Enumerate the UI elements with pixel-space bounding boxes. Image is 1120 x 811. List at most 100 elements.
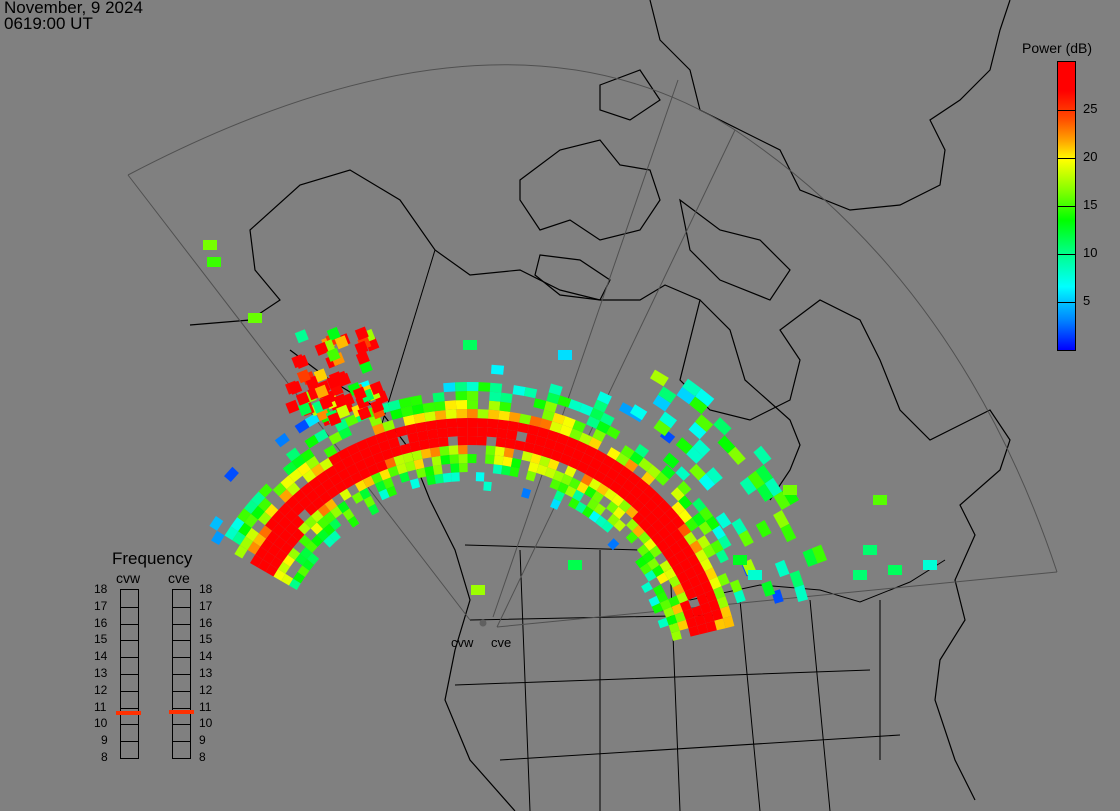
echo-cell [334, 418, 349, 432]
frequency-scale-cve [172, 589, 191, 759]
echo-cell [601, 475, 615, 489]
echo-cell [512, 385, 526, 396]
frequency-label-left: 15 [94, 632, 108, 647]
echo-cell [224, 466, 239, 482]
echo-cell [671, 630, 682, 641]
frequency-grid-line [121, 724, 138, 726]
echo-cell [342, 476, 355, 489]
echo-cell [704, 567, 718, 581]
echo-cell [494, 446, 505, 457]
echo-cell [537, 427, 550, 439]
echo-cell [411, 450, 423, 461]
echo-cell [278, 516, 292, 530]
echo-cell [372, 451, 385, 464]
echo-cell [713, 586, 726, 600]
echo-cell [689, 396, 708, 415]
echo-cell [557, 395, 572, 408]
echo-cell [413, 412, 426, 424]
echo-cell [266, 530, 280, 544]
echo-cell [395, 425, 408, 438]
echo-cell [703, 611, 715, 624]
echo-cell [285, 522, 298, 536]
echo-cell [627, 472, 642, 486]
echo-cell [620, 445, 635, 459]
echo-cell [399, 471, 410, 483]
echo-cell [363, 495, 376, 508]
echo-cell [255, 546, 268, 560]
echo-cell [713, 417, 732, 436]
echo-cell [541, 409, 555, 422]
echo-cell [695, 388, 715, 407]
echo-cell [300, 547, 313, 559]
echo-cell [329, 530, 341, 543]
echo-cell [467, 436, 478, 446]
echo-cell [359, 487, 371, 500]
echo-cell [638, 505, 652, 519]
echo-cell [729, 579, 743, 593]
echo-cell [663, 534, 677, 548]
colorbar-tick-label: 20 [1083, 149, 1098, 164]
frequency-grid-line [173, 606, 190, 608]
echo-cell [424, 411, 436, 422]
echo-cell [369, 381, 384, 396]
echo-cell [606, 426, 621, 440]
echo-cell [635, 478, 650, 493]
echo-cell [684, 588, 697, 601]
echo-cell [305, 540, 318, 553]
echo-cell [297, 402, 312, 417]
echo-cell [334, 335, 349, 350]
echo-cell [534, 435, 547, 448]
echo-cell [328, 452, 342, 466]
echo-cell [637, 544, 650, 557]
power-colorbar [1057, 61, 1076, 351]
echo-cell [450, 463, 460, 473]
echo-cell [489, 391, 502, 402]
echo-cell [650, 369, 669, 387]
echo-cell [717, 435, 736, 454]
echo-cell [585, 465, 598, 479]
echo-cell [709, 576, 722, 590]
echo-cell [359, 447, 373, 460]
echo-cell [656, 539, 670, 553]
echo-cell [370, 399, 385, 414]
echo-cell [619, 466, 633, 480]
echo-cell [381, 448, 394, 461]
echo-cell [644, 498, 658, 513]
echo-cell [339, 488, 352, 501]
echo-cell [387, 437, 400, 449]
echo-cell [550, 498, 561, 510]
echo-cell [658, 386, 677, 404]
echo-cell [659, 560, 672, 573]
echo-cell [384, 457, 397, 469]
echo-cell [639, 563, 652, 575]
echo-cell [676, 591, 689, 604]
echo-cell [638, 457, 653, 472]
echo-cell [424, 466, 435, 477]
echo-cell [365, 435, 379, 448]
echo-cell [652, 394, 671, 412]
echo-cell [328, 431, 343, 445]
echo-cell [523, 442, 535, 454]
echo-cell [489, 382, 503, 393]
echo-cell [691, 605, 703, 618]
echo-cell [607, 538, 620, 551]
echo-cell [354, 459, 368, 472]
echo-cell [267, 543, 281, 557]
echo-cell [684, 517, 699, 532]
echo-cell [685, 617, 698, 629]
echo-cell [604, 488, 617, 501]
echo-cell [774, 559, 790, 578]
echo-cell [455, 382, 467, 392]
fov-cvw-right [492, 79, 679, 618]
echo-cell [476, 436, 487, 446]
echo-cell [546, 429, 560, 442]
echo-cell [497, 419, 509, 430]
echo-cell [651, 519, 665, 533]
echo-cell [718, 535, 732, 550]
echo-cell [596, 483, 610, 496]
echo-cell [288, 380, 303, 395]
echo-cell [643, 538, 657, 551]
echo-cell [553, 490, 565, 502]
echo-cell [656, 572, 669, 585]
echo-cell [363, 455, 376, 468]
